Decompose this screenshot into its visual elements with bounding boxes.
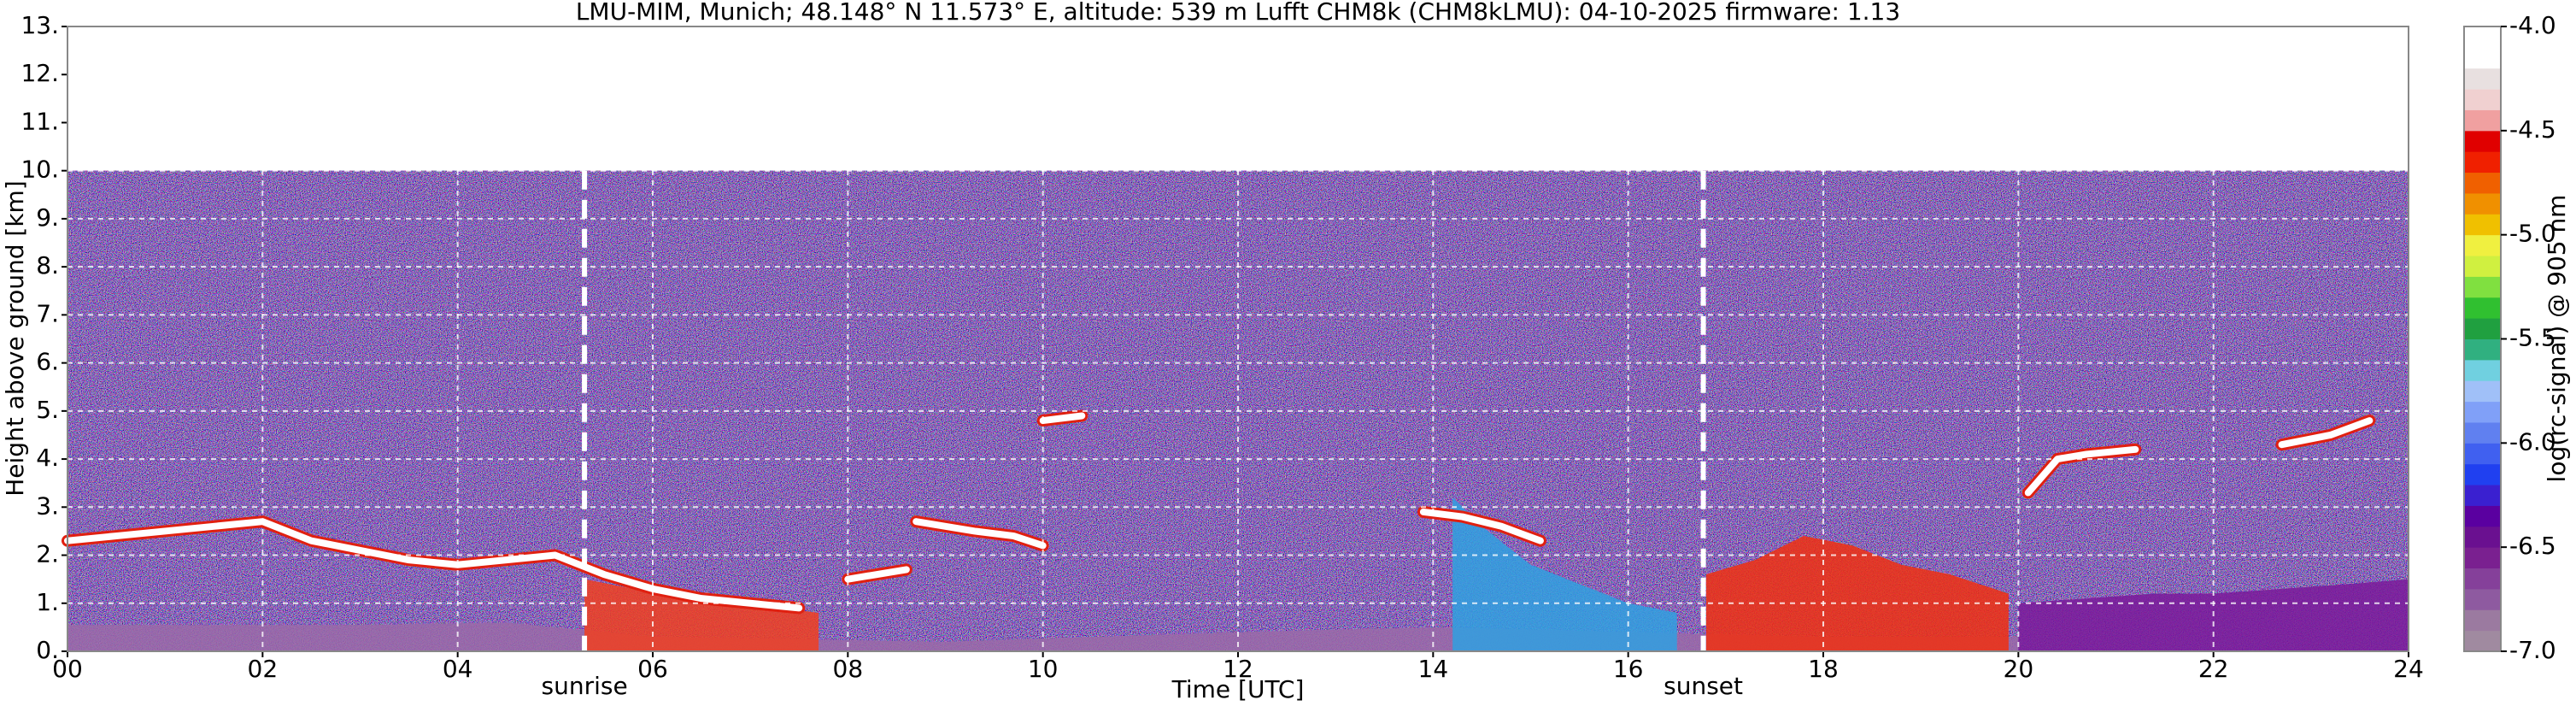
y-tick-label: 11. [21,107,59,135]
y-tick-label: 2. [36,540,59,568]
cloud-layer [2024,445,2139,497]
y-tick-label: 8. [36,251,59,279]
x-tick-label: 00 [52,655,83,683]
colorbar-band [2464,214,2501,236]
colorbar-tick-label: -6.0 [2509,427,2556,456]
colorbar-band [2464,630,2501,652]
colorbar-band [2464,421,2501,444]
x-tick-label: 20 [2004,655,2034,683]
colorbar-band [2464,359,2501,381]
cloud-layer [2278,417,2374,449]
colorbar-band [2464,47,2501,69]
signal-area [584,579,819,651]
colorbar-band [2464,568,2501,590]
colorbar-band [2464,485,2501,506]
colorbar-tick-label: -5.5 [2509,324,2556,352]
y-tick-label: 4. [36,444,59,472]
colorbar-band [2464,89,2501,110]
cloud-layer [1039,412,1086,425]
colorbar-tick-label: -7.0 [2509,636,2556,664]
colorbar-band [2464,130,2501,152]
colorbar-band [2464,297,2501,319]
x-tick-label: 12 [1223,655,1253,683]
colorbar-tick-label: -5.0 [2509,220,2556,248]
colorbar-band [2464,380,2501,403]
colorbar-band [2464,338,2501,361]
colorbar-band [2464,256,2501,277]
x-tick-label: 06 [637,655,668,683]
x-tick-label: 08 [833,655,864,683]
y-tick-label: 12. [21,59,59,87]
x-axis-label: Time [UTC] [1171,675,1305,703]
y-tick-label: 6. [36,348,59,376]
colorbar-band [2464,234,2501,256]
x-tick-label: 16 [1613,655,1644,683]
colorbar-band [2464,26,2501,48]
colorbar-tick-label: -6.5 [2509,532,2556,560]
y-tick-label: 5. [36,396,59,424]
colorbar-band [2464,172,2501,194]
x-tick-label: 14 [1418,655,1449,683]
colorbar-band [2464,151,2501,174]
y-tick-label: 3. [36,491,59,520]
colorbar-band [2464,276,2501,298]
y-tick-label: 7. [36,299,59,327]
x-tick-label: 02 [248,655,279,683]
x-tick-label: 10 [1028,655,1059,683]
colorbar-band [2464,443,2501,465]
x-tick-label: 04 [443,655,473,683]
annotation-label: sunset [1664,672,1743,700]
x-tick-label: 22 [2198,655,2229,683]
colorbar-band [2464,588,2501,610]
x-tick-label: 24 [2393,655,2424,683]
colorbar-band [2464,109,2501,132]
cloud-layer [844,566,910,583]
colorbar-band [2464,526,2501,548]
x-tick-label: 18 [1808,655,1839,683]
colorbar-tick-label: -4.5 [2509,115,2556,144]
cloud-layer [64,518,803,612]
annotation-label: sunrise [541,672,627,700]
y-tick-label: 0. [36,636,59,664]
colorbar-band [2464,463,2501,485]
colorbar-band [2464,318,2501,339]
colorbar-label: log(rc-signal) @ 905 nm [2543,195,2571,483]
colorbar-band [2464,609,2501,632]
colorbar-tick-label: -4.0 [2509,11,2556,39]
colorbar-band [2464,547,2501,569]
plot-frame [67,26,2409,652]
y-tick-label: 9. [36,203,59,232]
colorbar-band [2464,505,2501,527]
cloud-layer [1419,508,1544,544]
cloud-layer [912,518,1047,550]
y-tick-label: 13. [21,11,59,39]
colorbar-band [2464,401,2501,423]
colorbar-band [2464,192,2501,215]
signal-area [1452,497,1677,651]
signal-area [1706,536,2009,651]
y-axis-label: Height above ground [km] [1,180,29,497]
colorbar-band [2464,68,2501,90]
y-tick-label: 1. [36,588,59,616]
y-tick-label: 10. [21,156,59,184]
chart-title: LMU-MIM, Munich; 48.148° N 11.573° E, al… [576,0,1900,26]
